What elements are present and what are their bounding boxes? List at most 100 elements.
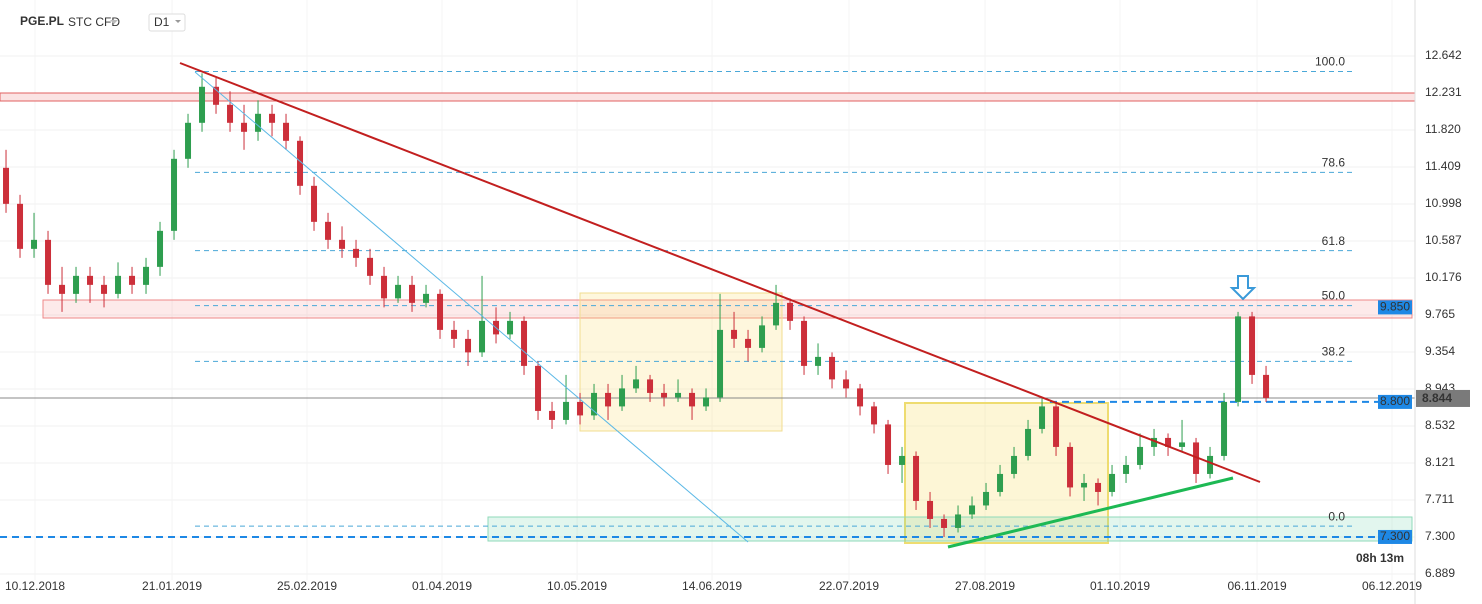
interval[interactable]: D1	[154, 15, 170, 29]
candle-body	[45, 239, 52, 285]
candle-body	[297, 140, 304, 186]
candle-body	[857, 388, 864, 407]
candle-body	[1109, 473, 1116, 492]
candle-body	[689, 392, 696, 407]
candle-body	[1095, 482, 1102, 492]
candle-body	[871, 406, 878, 425]
candle-body	[185, 122, 192, 159]
candle-body	[171, 158, 178, 231]
fib-label: 50.0	[1322, 289, 1346, 303]
y-tick-label: 7.711	[1425, 492, 1454, 506]
candle-body	[801, 320, 808, 366]
candle-body	[969, 505, 976, 515]
candle-body	[955, 514, 962, 528]
y-tick-label: 8.121	[1425, 455, 1455, 469]
candle-body	[1263, 374, 1270, 398]
candle-body	[31, 239, 38, 249]
candle-body	[1179, 442, 1186, 447]
candle-body	[437, 293, 444, 330]
candle-body	[759, 325, 766, 348]
candle-body	[1123, 464, 1130, 474]
axes: 12.642 12.231 11.820 11.409 10.998 10.587 10.1…	[5, 0, 1470, 604]
candle-body	[115, 275, 122, 294]
x-tick-label: 22.07.2019	[819, 579, 879, 593]
candle-body	[227, 104, 234, 123]
candle-body	[395, 284, 402, 299]
candle-body	[1039, 406, 1046, 429]
candle-body	[1081, 482, 1088, 488]
price-label-box	[1378, 394, 1412, 409]
dropdown-icon[interactable]	[110, 20, 118, 24]
y-tick-label: 12.642	[1425, 48, 1462, 62]
candle-body	[353, 248, 360, 258]
symbol[interactable]: PGE.PL	[20, 14, 64, 28]
candle-body	[591, 392, 598, 416]
y-tick-label: 10.176	[1425, 270, 1462, 284]
x-tick-label: 14.06.2019	[682, 579, 742, 593]
candle-body	[157, 230, 164, 267]
last-price-box	[1416, 389, 1470, 407]
candle-body	[199, 86, 206, 123]
candle-body	[73, 275, 80, 294]
candle-body	[633, 379, 640, 389]
candle-body	[87, 275, 94, 285]
x-tick-label: 21.01.2019	[142, 579, 202, 593]
price-label-box	[1378, 529, 1412, 544]
candle-body	[409, 284, 416, 303]
candle-body	[1137, 446, 1144, 465]
interval-box[interactable]	[148, 13, 186, 32]
candle-body	[773, 302, 780, 326]
trendline	[194, 71, 749, 543]
candle-body	[1235, 316, 1242, 402]
candle-body	[1151, 437, 1158, 447]
candle-body	[1025, 428, 1032, 456]
y-tick-label: 9.765	[1425, 307, 1455, 321]
candle-body	[913, 455, 920, 501]
candle-body	[507, 320, 514, 335]
candle-body	[983, 491, 990, 506]
candle-body	[675, 392, 682, 398]
candle-body	[241, 122, 248, 132]
y-tick-label: 11.820	[1425, 122, 1461, 136]
x-tick-label: 06.12.2019	[1362, 579, 1422, 593]
candle-body	[843, 379, 850, 389]
candle-body	[381, 275, 388, 299]
candle-body	[465, 338, 472, 353]
candle-body	[829, 356, 836, 380]
candle-body	[1165, 437, 1172, 447]
candle-body	[311, 185, 318, 222]
candle-body	[703, 397, 710, 407]
candle-body	[367, 257, 374, 276]
candle-body	[213, 86, 220, 105]
y-tick-label: 7.300	[1425, 529, 1455, 543]
candle-body	[787, 302, 794, 321]
candle-body	[1053, 406, 1060, 447]
candle-body	[745, 338, 752, 348]
dropdown-icon[interactable]	[175, 20, 181, 23]
candle-body	[129, 275, 136, 285]
y-tick-label: 11.409	[1425, 159, 1461, 173]
candle-body	[17, 203, 24, 249]
fib-label: 78.6	[1322, 155, 1346, 169]
fib-label: 0.0	[1328, 509, 1345, 523]
candle-body	[941, 518, 948, 528]
resistance-band	[0, 92, 1416, 102]
candle-body	[535, 365, 542, 411]
x-tick-label: 01.04.2019	[412, 579, 472, 593]
candle-body	[815, 356, 822, 366]
candle-body	[717, 329, 724, 398]
candle-body	[1207, 455, 1214, 474]
candle-body	[1011, 455, 1018, 474]
candle-body	[255, 113, 262, 132]
candle-body	[731, 329, 738, 339]
candle-body	[1249, 316, 1256, 375]
candle-body	[885, 424, 892, 465]
candle-body	[451, 329, 458, 339]
candle-body	[479, 320, 486, 353]
x-tick-label: 10.05.2019	[547, 579, 607, 593]
candle-body	[521, 320, 528, 366]
candle-body	[101, 284, 108, 294]
x-tick-label: 10.12.2018	[5, 579, 65, 593]
